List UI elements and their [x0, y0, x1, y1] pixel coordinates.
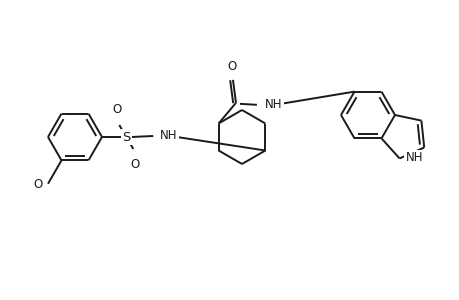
Text: O: O	[130, 158, 140, 171]
Text: NH: NH	[160, 128, 178, 142]
Text: O: O	[34, 178, 43, 191]
Text: S: S	[122, 130, 130, 143]
Text: NH: NH	[405, 151, 422, 164]
Text: O: O	[227, 60, 236, 73]
Text: O: O	[112, 103, 122, 116]
Text: NH: NH	[264, 98, 282, 111]
